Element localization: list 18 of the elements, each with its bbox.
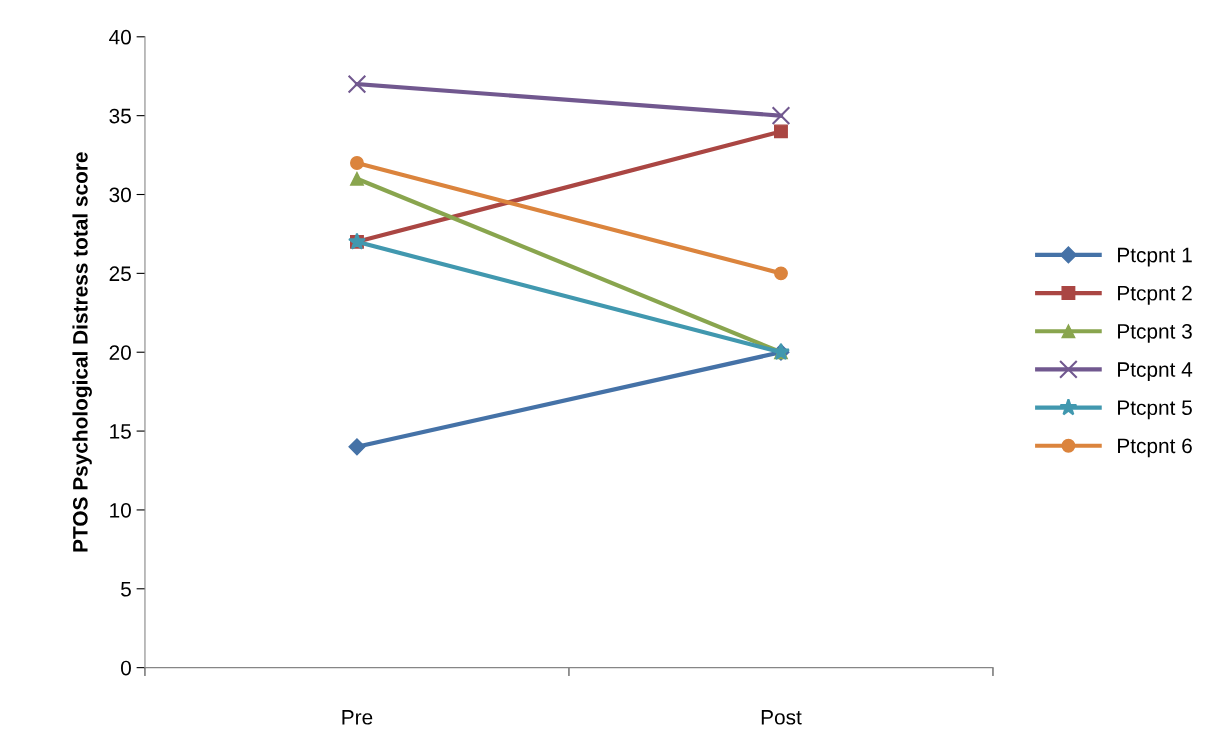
- y-tick-label: 30: [109, 187, 131, 203]
- legend-label: Ptcpnt 5: [1118, 400, 1192, 420]
- y-tick-label: 20: [109, 345, 131, 360]
- x-tick-label: Pre: [342, 710, 373, 725]
- legend-label: Ptcpnt 4: [1118, 362, 1193, 382]
- legend-label: Ptcpnt 1: [1118, 247, 1192, 267]
- y-tick-label: 0: [120, 660, 131, 676]
- legend-label: Ptcpnt 3: [1118, 323, 1192, 343]
- y-tick-label: 40: [109, 29, 131, 45]
- y-tick-label: 10: [110, 502, 131, 518]
- y-axis-title: PTOS Psychological Distress total score: [72, 152, 92, 552]
- legend-label: Ptcpnt 2: [1118, 285, 1192, 305]
- x-tick-label: Post: [761, 710, 802, 725]
- legend-label: Ptcpnt 6: [1118, 438, 1192, 458]
- y-tick-label: 25: [109, 266, 131, 282]
- y-tick-label: 35: [109, 108, 131, 124]
- y-tick-label: 5: [121, 582, 131, 597]
- y-tick-label: 15: [110, 424, 131, 439]
